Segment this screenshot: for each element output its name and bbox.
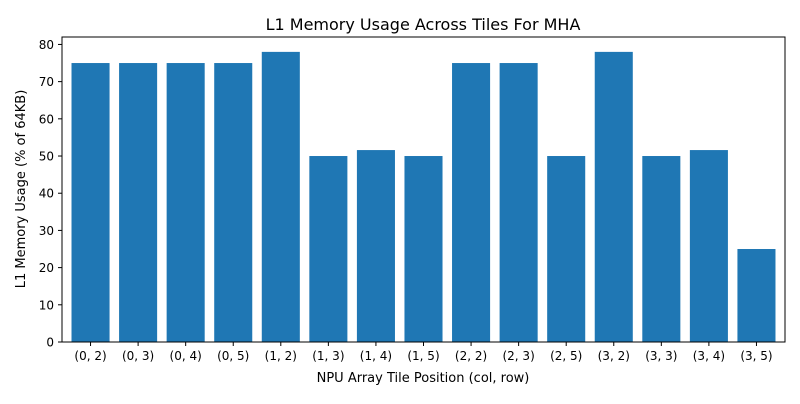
y-tick-label-0: 0 xyxy=(46,336,54,350)
bar-4 xyxy=(261,51,300,342)
y-tick-label-1: 10 xyxy=(39,298,54,312)
bar-1 xyxy=(119,63,158,342)
bar-10 xyxy=(547,156,586,342)
x-tick-label-14: (3, 5) xyxy=(740,349,772,363)
x-tick-label-3: (0, 5) xyxy=(217,349,249,363)
bar-14 xyxy=(737,249,776,342)
x-tick-label-12: (3, 3) xyxy=(645,349,677,363)
y-ticks: 0 10 20 30 40 50 60 70 80 xyxy=(39,38,62,350)
x-tick-label-9: (2, 3) xyxy=(502,349,534,363)
x-tick-label-6: (1, 4) xyxy=(360,349,392,363)
bar-2 xyxy=(166,63,205,342)
bars-layer xyxy=(71,51,776,342)
x-tick-label-7: (1, 5) xyxy=(407,349,439,363)
x-tick-label-4: (1, 2) xyxy=(265,349,297,363)
bar-11 xyxy=(594,51,633,342)
y-tick-label-4: 40 xyxy=(39,187,54,201)
y-tick-label-6: 60 xyxy=(39,112,54,126)
y-tick-label-8: 80 xyxy=(39,38,54,52)
bar-6 xyxy=(356,150,395,342)
chart-title: L1 Memory Usage Across Tiles For MHA xyxy=(266,15,581,34)
bar-8 xyxy=(452,63,491,342)
y-tick-label-7: 70 xyxy=(39,75,54,89)
bar-13 xyxy=(689,150,728,342)
x-tick-label-0: (0, 2) xyxy=(74,349,106,363)
x-tick-label-10: (2, 5) xyxy=(550,349,582,363)
bar-3 xyxy=(214,63,253,342)
bar-0 xyxy=(71,63,110,342)
x-tick-label-2: (0, 4) xyxy=(170,349,202,363)
x-tick-label-13: (3, 4) xyxy=(693,349,725,363)
bar-7 xyxy=(404,156,443,342)
x-tick-label-8: (2, 2) xyxy=(455,349,487,363)
bar-5 xyxy=(309,156,348,342)
y-tick-label-3: 30 xyxy=(39,224,54,238)
x-axis-label: NPU Array Tile Position (col, row) xyxy=(317,371,530,386)
y-tick-label-5: 50 xyxy=(39,150,54,164)
x-tick-label-11: (3, 2) xyxy=(598,349,630,363)
x-ticks: (0, 2) (0, 3) (0, 4) (0, 5) (1, 2) (1, 3) (1, … xyxy=(74,342,773,363)
x-tick-label-5: (1, 3) xyxy=(312,349,344,363)
y-axis-label: L1 Memory Usage (% of 64KB) xyxy=(14,90,29,289)
bar-9 xyxy=(499,63,538,342)
bar-12 xyxy=(642,156,681,342)
y-tick-label-2: 20 xyxy=(39,261,54,275)
x-tick-label-1: (0, 3) xyxy=(122,349,154,363)
